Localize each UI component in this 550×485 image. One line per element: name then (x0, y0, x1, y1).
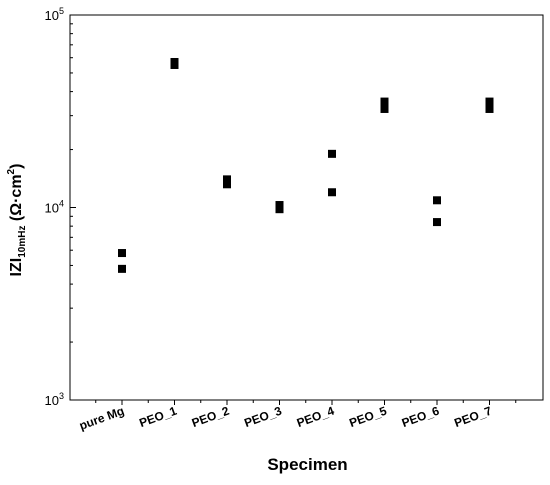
data-point (118, 264, 126, 273)
y-axis-label-unit-exponent: 2 (6, 168, 17, 175)
x-tick-label: PEO_6 (400, 404, 441, 430)
y-axis-label-main: IZI (8, 257, 25, 277)
data-point (223, 175, 231, 184)
x-tick-label: PEO_7 (452, 404, 493, 430)
data-point (485, 97, 494, 106)
data-points (118, 57, 494, 273)
data-point (223, 180, 231, 189)
x-axis-ticks (95, 400, 517, 405)
plot-frame (69, 14, 544, 401)
data-point (328, 149, 336, 158)
x-tick-label: PEO_4 (295, 404, 336, 430)
data-point (433, 196, 441, 205)
y-axis-label-unit-close: ) (8, 163, 25, 169)
x-tick-label: pure Mg (77, 404, 126, 433)
data-point (380, 104, 389, 113)
y-axis-label-subscript: 10mHz (17, 225, 28, 258)
data-point (170, 60, 179, 69)
x-tick-label: PEO_2 (190, 404, 231, 430)
data-point (433, 218, 441, 227)
y-tick-label: 103 (45, 391, 64, 408)
data-point (118, 249, 126, 258)
y-tick-label: 104 (45, 199, 64, 216)
data-point (275, 201, 284, 210)
data-point (275, 205, 284, 214)
x-tick-label: PEO_5 (347, 404, 388, 430)
y-tick-label: 105 (45, 6, 64, 23)
y-axis-tick-labels: 103 104 105 (45, 6, 64, 408)
data-point (380, 97, 389, 106)
data-point (328, 188, 336, 197)
y-axis-label: IZI10mHz (Ω·cm2) (2, 70, 32, 370)
x-axis-tick-labels: pure Mg PEO_1 PEO_2 PEO_3 PEO_4 PEO_5 PEO_6 PEO… (77, 404, 493, 433)
y-axis-ticks (70, 14, 76, 401)
y-axis-label-unit: (Ω·cm (8, 174, 25, 222)
x-tick-label: PEO_3 (242, 404, 283, 430)
x-axis-label: Specimen (267, 455, 348, 474)
data-point (485, 104, 494, 113)
x-tick-label: PEO_1 (137, 404, 178, 430)
